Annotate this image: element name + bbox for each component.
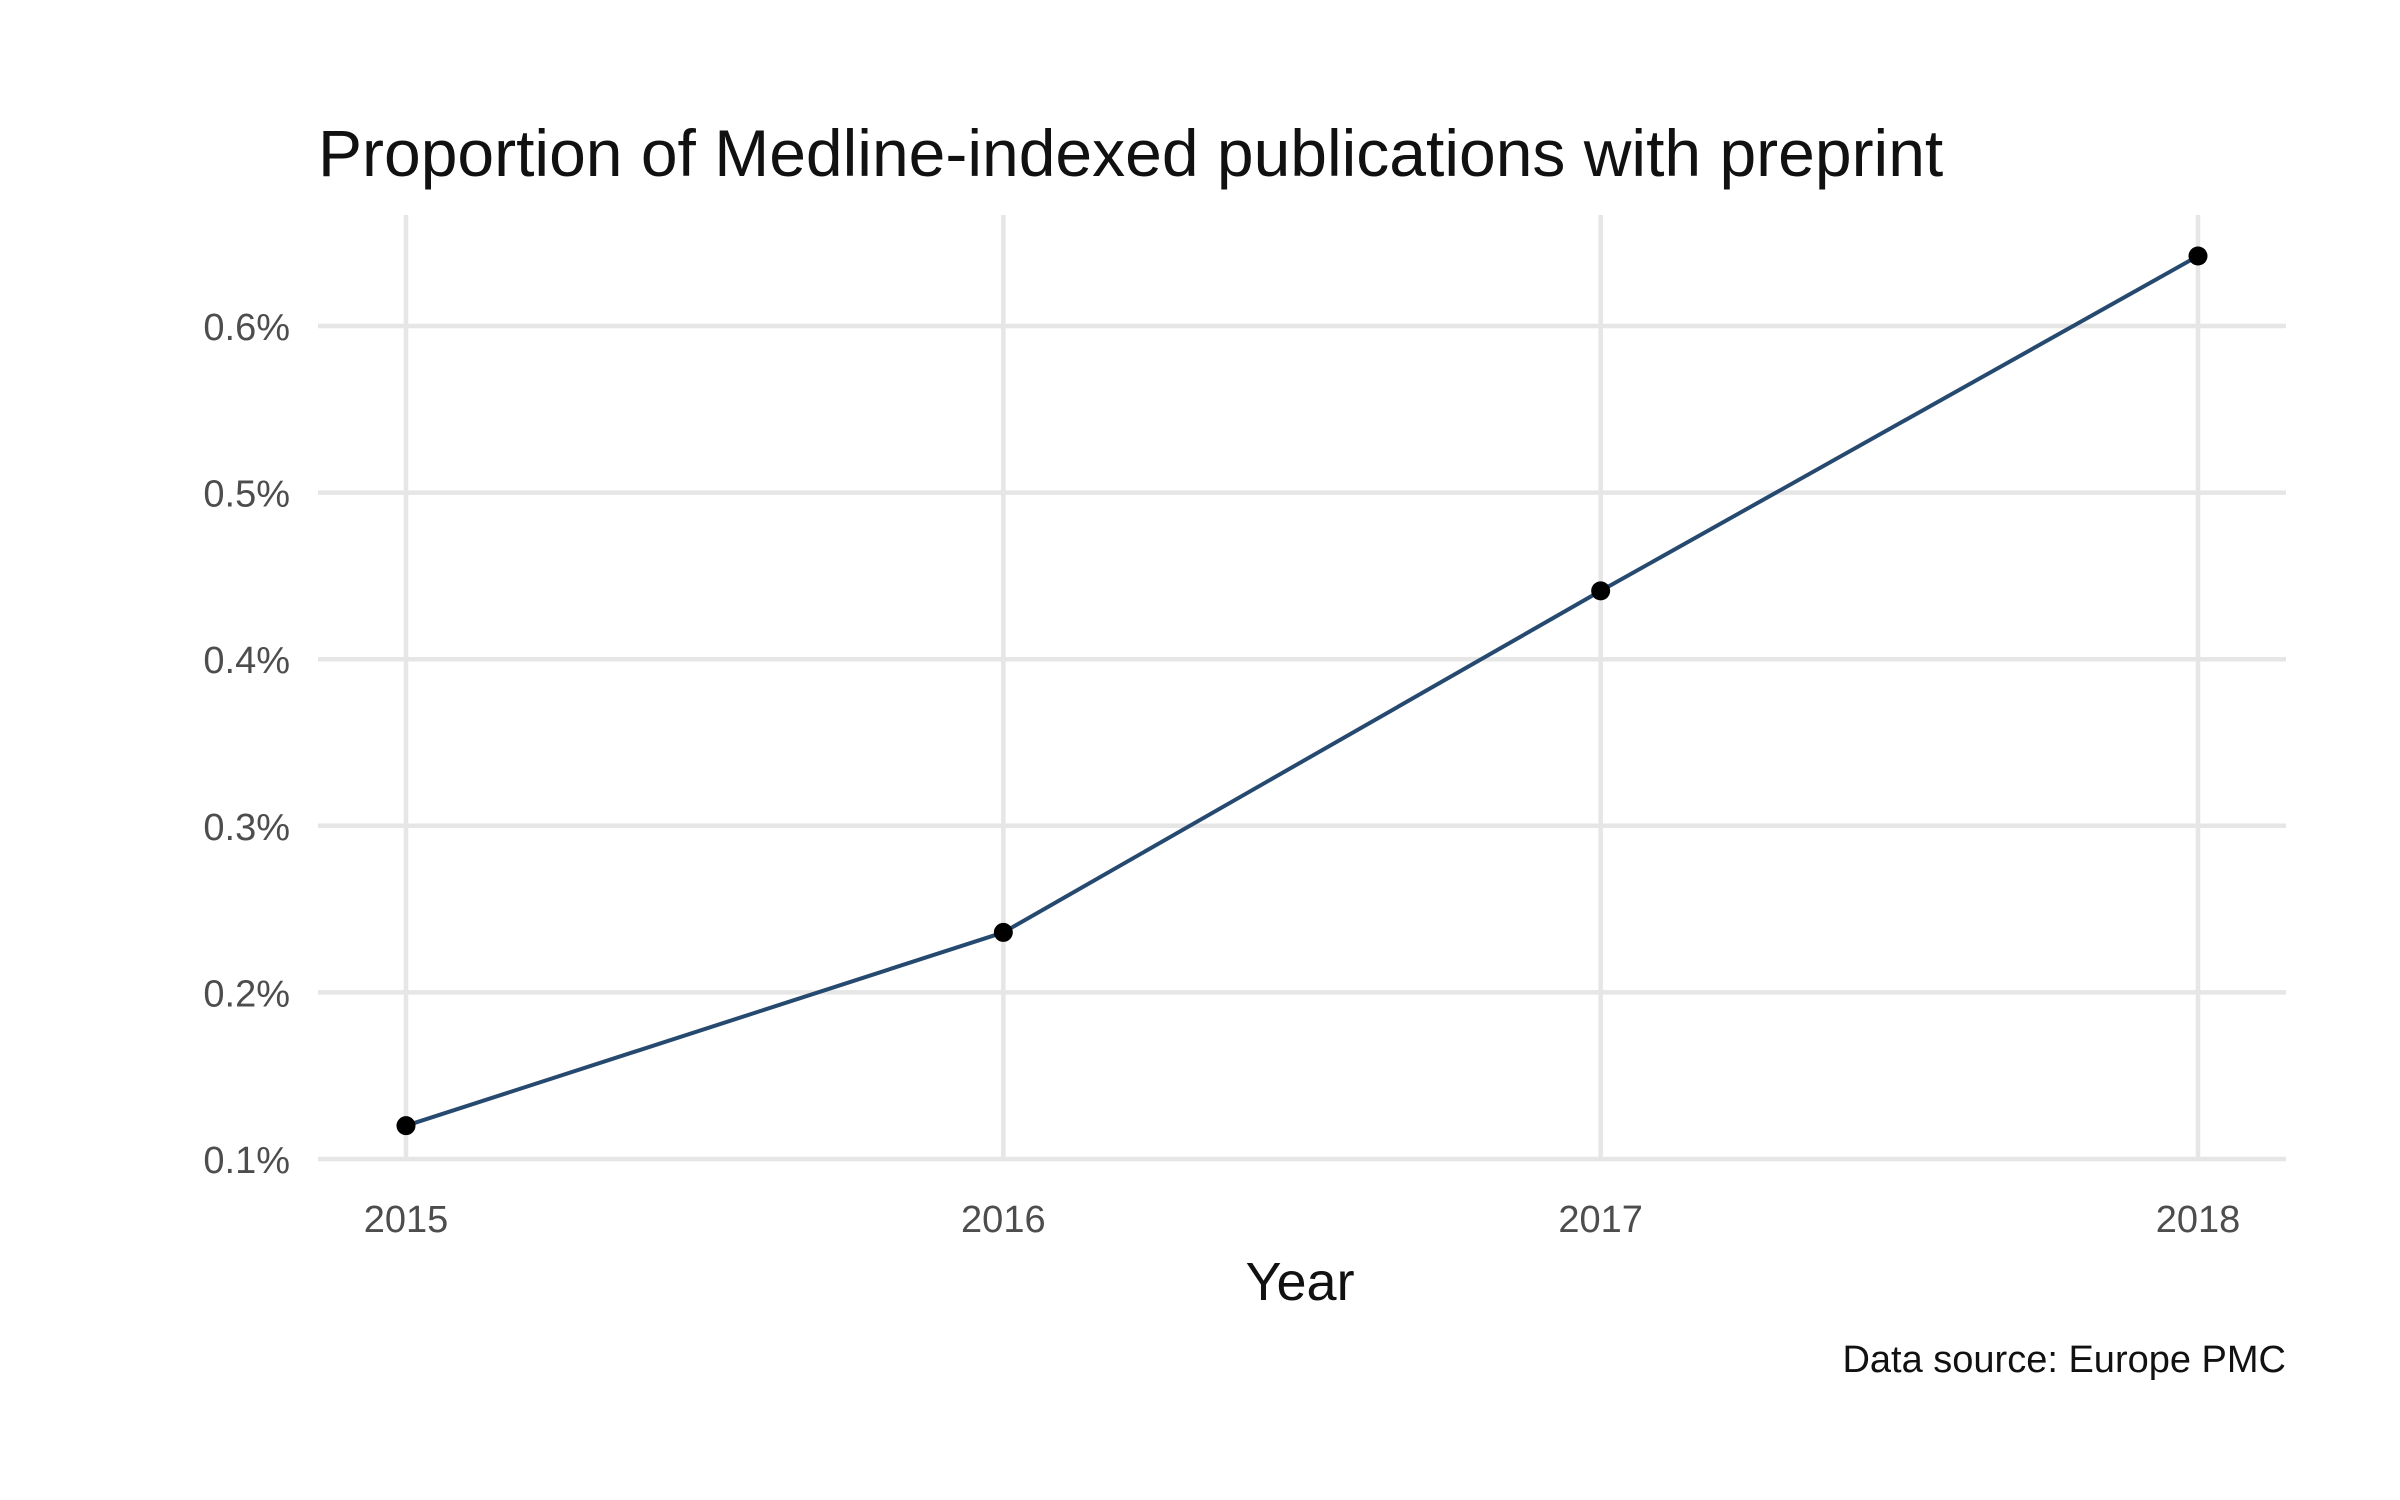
data-source-caption: Data source: Europe PMC — [1842, 1339, 2286, 1381]
x-tick-label-2018: 2018 — [2156, 1199, 2241, 1241]
series-line-0 — [405, 254, 2199, 1128]
y-axis-tick-labels: 0.1% 0.2% 0.3% 0.4% 0.5% 0.6% — [203, 307, 290, 1182]
data-point-2016 — [993, 922, 1013, 942]
data-point-2018 — [2188, 246, 2208, 266]
data-point-2015 — [396, 1116, 416, 1136]
x-tick-label-2015: 2015 — [364, 1199, 449, 1241]
series-points — [396, 246, 2208, 1136]
x-axis-tick-labels: 2015 2016 2017 2018 — [364, 1199, 2241, 1241]
x-tick-label-2017: 2017 — [1558, 1199, 1643, 1241]
vertical-gridlines — [403, 215, 2201, 1160]
horizontal-gridlines — [318, 323, 2286, 1162]
y-tick-label-0.2%: 0.2% — [203, 973, 290, 1015]
y-tick-label-0.1%: 0.1% — [203, 1140, 290, 1182]
chart-title: Proportion of Medline-indexed publicatio… — [318, 116, 1943, 190]
x-tick-label-2016: 2016 — [961, 1199, 1046, 1241]
y-tick-label-0.4%: 0.4% — [203, 640, 290, 682]
y-tick-label-0.3%: 0.3% — [203, 807, 290, 849]
series-lines — [405, 254, 2199, 1128]
y-tick-label-0.5%: 0.5% — [203, 474, 290, 516]
y-tick-label-0.6%: 0.6% — [203, 307, 290, 349]
data-point-2017 — [1591, 581, 1611, 601]
x-axis-title: Year — [1245, 1252, 1354, 1312]
